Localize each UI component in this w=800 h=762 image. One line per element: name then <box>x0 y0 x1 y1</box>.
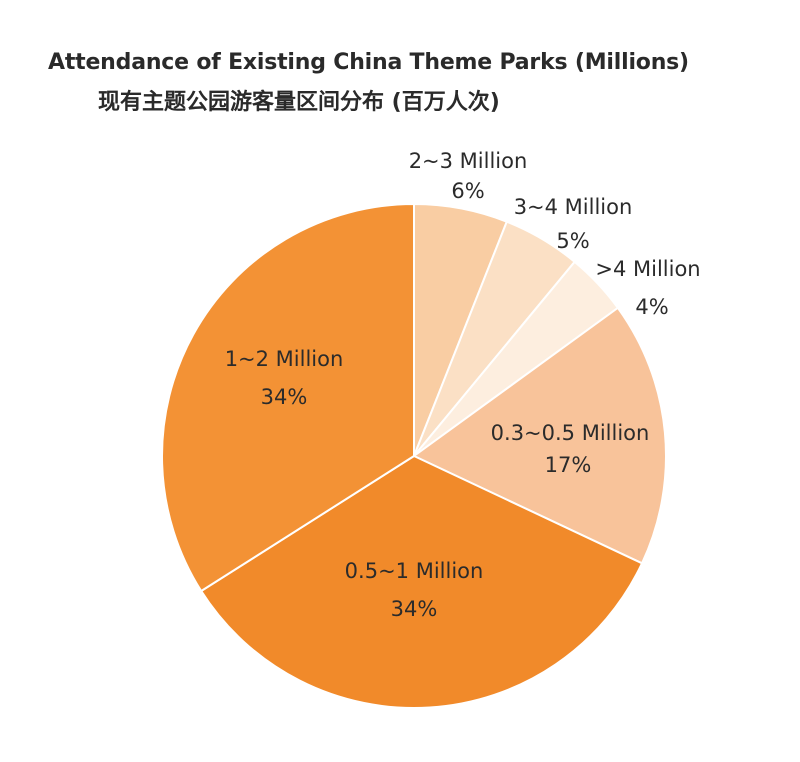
slice-percent-label: 17% <box>545 453 592 477</box>
slice-label: 3~4 Million <box>514 195 633 219</box>
slice-label: 0.5~1 Million <box>345 559 484 583</box>
slice-percent-label: 6% <box>451 179 484 203</box>
pie-slice <box>161 202 415 593</box>
pie-slice <box>199 454 644 709</box>
chart-subtitle: 现有主题公园游客量区间分布 (百万人次) <box>98 90 500 115</box>
slice-percent-label: 34% <box>261 385 308 409</box>
slice-percent-label: 34% <box>391 597 438 621</box>
slice-label: >4 Million <box>595 257 700 281</box>
slice-label: 2~3 Million <box>409 149 528 173</box>
slice-label: 1~2 Million <box>225 347 344 371</box>
slice-percent-label: 4% <box>635 295 668 319</box>
pie-slice <box>412 306 667 565</box>
slice-percent-label: 5% <box>556 229 589 253</box>
chart-title: Attendance of Existing China Theme Parks… <box>48 50 689 75</box>
slice-label: 0.3~0.5 Million <box>491 421 650 445</box>
